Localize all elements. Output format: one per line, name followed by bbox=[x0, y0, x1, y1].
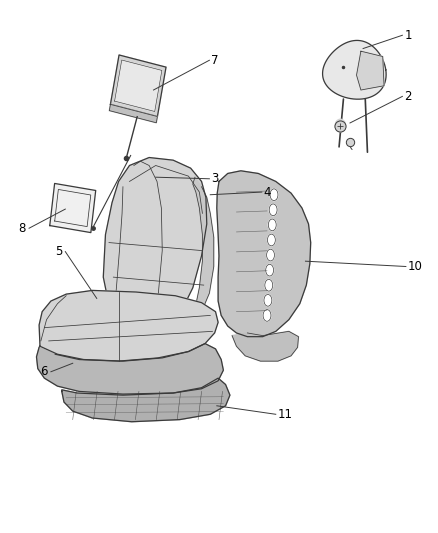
Ellipse shape bbox=[267, 249, 275, 261]
Polygon shape bbox=[322, 41, 386, 99]
Text: 4: 4 bbox=[264, 185, 271, 199]
Polygon shape bbox=[110, 104, 157, 123]
Polygon shape bbox=[357, 51, 384, 90]
Polygon shape bbox=[103, 158, 207, 329]
Text: 2: 2 bbox=[405, 90, 412, 103]
Polygon shape bbox=[50, 183, 96, 232]
Polygon shape bbox=[232, 332, 298, 361]
Polygon shape bbox=[39, 290, 218, 361]
Ellipse shape bbox=[268, 234, 276, 246]
Text: 1: 1 bbox=[405, 29, 412, 42]
Polygon shape bbox=[62, 378, 230, 422]
Polygon shape bbox=[217, 171, 311, 337]
Ellipse shape bbox=[263, 310, 271, 321]
Ellipse shape bbox=[266, 264, 274, 276]
Ellipse shape bbox=[264, 294, 272, 306]
Polygon shape bbox=[36, 344, 223, 394]
Text: 3: 3 bbox=[211, 172, 219, 185]
Polygon shape bbox=[115, 60, 162, 111]
Ellipse shape bbox=[268, 219, 276, 231]
Text: 8: 8 bbox=[19, 222, 26, 235]
Ellipse shape bbox=[265, 279, 273, 291]
Text: 7: 7 bbox=[211, 54, 219, 67]
Ellipse shape bbox=[269, 204, 277, 216]
Text: 5: 5 bbox=[55, 245, 63, 258]
Text: 6: 6 bbox=[40, 365, 48, 378]
Ellipse shape bbox=[270, 189, 278, 200]
Polygon shape bbox=[110, 55, 166, 117]
Polygon shape bbox=[188, 177, 214, 320]
Circle shape bbox=[335, 119, 346, 132]
Text: 11: 11 bbox=[278, 408, 293, 421]
Text: 10: 10 bbox=[408, 260, 423, 273]
